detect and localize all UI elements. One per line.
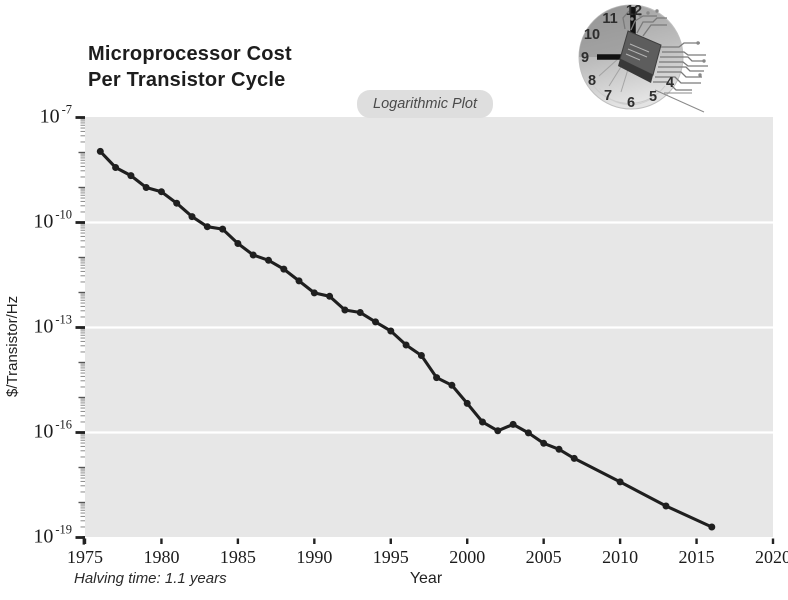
clock-number: 7 [604, 88, 612, 104]
data-point [157, 188, 165, 196]
data-point [708, 523, 716, 531]
clock-number: 11 [602, 11, 617, 27]
y-tick-label: 10 -7 [39, 102, 72, 127]
x-tick-label: 1995 [372, 547, 409, 567]
x-tick-label: 2010 [602, 547, 639, 567]
data-point [616, 478, 624, 486]
data-point [249, 251, 257, 259]
data-point [555, 445, 563, 453]
y-major-ticks [75, 116, 85, 539]
clock-number: 5 [649, 89, 657, 105]
y-minor-ticks [78, 118, 85, 528]
data-point [127, 172, 135, 180]
x-axis-label: Year [409, 570, 443, 587]
data-point [356, 309, 364, 316]
data-point [310, 289, 318, 297]
data-point [188, 213, 196, 221]
x-tick-label: 1985 [219, 547, 256, 567]
data-point [662, 502, 670, 510]
data-point [372, 318, 379, 326]
clock-number: 8 [588, 73, 596, 89]
y-tick-label: 10 -16 [33, 417, 72, 442]
y-tick-label: 10 -19 [33, 522, 72, 547]
halving-time-note: Halving time: 1.1 years [74, 570, 227, 587]
data-series-line [98, 149, 714, 529]
y-tick-label: 10 -13 [33, 312, 72, 337]
data-point [234, 240, 242, 247]
chart-title-line2: Per Transistor Cycle [88, 69, 286, 91]
data-point [509, 420, 517, 428]
data-point [219, 225, 227, 233]
log-plot-badge-label: Logarithmic Plot [373, 96, 477, 112]
y-gridlines [85, 221, 773, 434]
data-point [570, 454, 578, 462]
data-point [203, 223, 211, 231]
chart-title-line1: Microprocessor Cost [88, 43, 292, 65]
data-point [540, 439, 548, 447]
data-point [463, 399, 471, 407]
x-tick-label: 2000 [449, 547, 486, 567]
data-point [295, 277, 303, 285]
log-plot-badge: Logarithmic Plot [357, 90, 493, 118]
x-tick-label: 1975 [67, 547, 103, 567]
y-tick-label: 10 -10 [33, 207, 72, 232]
data-points [96, 147, 716, 531]
x-tick-label: 1980 [143, 547, 180, 567]
data-point [280, 265, 288, 273]
clock-number: 4 [666, 75, 674, 91]
data-point [387, 327, 395, 335]
data-point [96, 147, 104, 155]
data-point [479, 418, 486, 426]
data-point [433, 374, 441, 382]
x-tick-label: 1990 [296, 547, 333, 567]
x-tick-label: 2015 [678, 547, 715, 567]
clock-number: 9 [581, 50, 589, 66]
data-point [417, 352, 425, 359]
data-point [524, 429, 532, 437]
data-point [494, 427, 502, 435]
data-point [112, 164, 120, 171]
data-point [402, 341, 410, 349]
data-point [341, 306, 349, 314]
data-point [173, 199, 181, 207]
x-ticks [83, 538, 775, 544]
x-tick-label: 2020 [755, 547, 788, 567]
data-point [265, 256, 272, 264]
clock-number: 12 [626, 3, 642, 19]
data-point [448, 381, 456, 389]
clock-number: 6 [627, 95, 635, 111]
data-point [326, 292, 334, 300]
x-tick-label: 2005 [525, 547, 562, 567]
data-point [142, 184, 150, 191]
chart-title: Microprocessor Cost Per Transistor Cycle [88, 41, 292, 93]
clock-number: 10 [584, 27, 600, 43]
